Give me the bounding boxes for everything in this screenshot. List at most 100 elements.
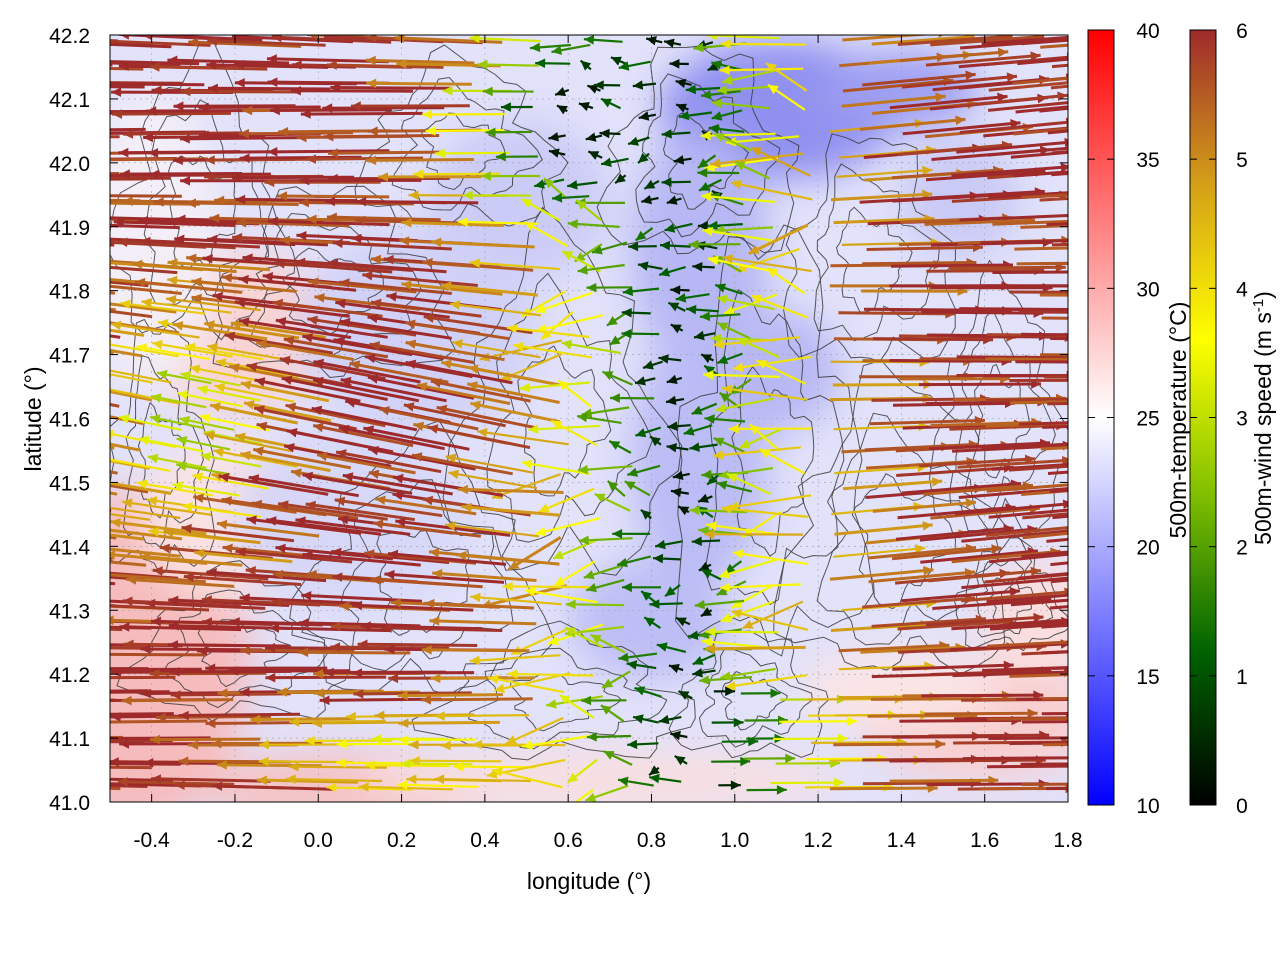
colorbar-tick-label: 25 bbox=[1136, 408, 1159, 431]
wind-vector bbox=[0, 571, 115, 583]
wind-vector-shaft bbox=[312, 723, 411, 724]
wind-vector-head bbox=[1069, 573, 1079, 583]
wind-vector-shaft bbox=[199, 107, 321, 108]
wind-vector-head bbox=[96, 454, 107, 463]
wind-vector-shaft bbox=[981, 788, 1095, 789]
wind-vector-shaft bbox=[356, 202, 478, 203]
wind-vector-head bbox=[1133, 331, 1143, 341]
wind-vector-head bbox=[12, 356, 23, 365]
wind-vector-head bbox=[51, 318, 62, 327]
wind-vector-head bbox=[39, 552, 49, 562]
wind-vector-shaft bbox=[217, 765, 322, 766]
wind-vector-shaft bbox=[980, 309, 1102, 310]
wind-vector-shaft bbox=[328, 152, 441, 153]
wind-vector-head bbox=[1129, 308, 1139, 318]
wind-vector-head bbox=[1154, 526, 1164, 536]
wind-vector-shaft bbox=[949, 267, 1065, 268]
wind-vector-shaft bbox=[0, 576, 115, 584]
wind-vector-head bbox=[86, 757, 96, 767]
x-tick-label: 1.8 bbox=[1053, 829, 1082, 852]
x-tick-label: 0.2 bbox=[387, 829, 416, 852]
wind-vector-shaft bbox=[180, 138, 302, 139]
y-tick-label: 41.7 bbox=[49, 345, 90, 368]
wind-vector-head bbox=[4, 622, 14, 632]
wind-vector-shaft bbox=[862, 263, 976, 264]
wind-vector bbox=[8, 317, 120, 337]
wind-vector-head bbox=[22, 711, 32, 721]
wind-vector-head bbox=[84, 128, 94, 138]
wind-vector-shaft bbox=[398, 695, 503, 696]
wind-vector-shaft bbox=[34, 766, 152, 767]
wind-vector-head bbox=[1158, 53, 1168, 63]
wind-vector-shaft bbox=[421, 699, 533, 700]
wind-vector-head bbox=[1119, 375, 1129, 385]
wind-vector-shaft bbox=[6, 786, 120, 789]
y-tick-label: 42.1 bbox=[49, 89, 90, 112]
x-axis-label: longitude (°) bbox=[527, 868, 651, 894]
wind-vector-shaft bbox=[833, 385, 933, 386]
wind-vector-head bbox=[1116, 242, 1126, 252]
wind-vector-shaft bbox=[1, 137, 120, 138]
wind-vector-shaft bbox=[291, 91, 413, 92]
wind-vector-head bbox=[80, 315, 91, 324]
wind-vector-head bbox=[35, 252, 45, 262]
wind-vector-head bbox=[0, 195, 10, 205]
wind-vector-shaft bbox=[0, 260, 109, 268]
wind-vector-shaft bbox=[0, 239, 114, 245]
y-tick-label: 42.2 bbox=[49, 25, 90, 48]
wind-vector-shaft bbox=[811, 742, 907, 743]
wind-vector-shaft bbox=[4, 700, 115, 701]
wind-vector-shaft bbox=[0, 62, 112, 65]
wind-vector-shaft bbox=[435, 715, 529, 716]
wind-vector-head bbox=[1066, 118, 1076, 128]
wind-vector-head bbox=[1075, 753, 1085, 763]
wind-vector-shaft bbox=[1021, 763, 1143, 764]
wind-vector-head bbox=[104, 616, 114, 626]
wind-vector-head bbox=[66, 191, 76, 201]
wind-vector-head bbox=[51, 774, 61, 784]
wind-vector-shaft bbox=[181, 92, 299, 93]
wind-vector-head bbox=[94, 155, 104, 165]
wind-vector-head bbox=[3, 169, 13, 179]
wind-vector-head bbox=[1122, 738, 1132, 748]
wind-vector-head bbox=[26, 664, 36, 674]
wind-vector-shaft bbox=[9, 85, 121, 86]
wind-vector-shaft bbox=[833, 744, 945, 745]
wind-vector-head bbox=[0, 31, 7, 41]
wind-vector-shaft bbox=[150, 739, 260, 740]
wind-vector-shaft bbox=[830, 788, 938, 789]
colorbar-tick-label: 6 bbox=[1236, 20, 1248, 43]
wind-vector-head bbox=[1146, 739, 1156, 749]
wind-vector-shaft bbox=[891, 265, 1013, 266]
wind-vector-head bbox=[1146, 189, 1156, 199]
wind-vector-head bbox=[560, 804, 571, 814]
wind-vector-head bbox=[0, 571, 6, 581]
wind-vector-shaft bbox=[1021, 334, 1143, 335]
wind-vector-head bbox=[1160, 162, 1170, 172]
wind-vector-shaft bbox=[1022, 721, 1144, 722]
wind-vector-head bbox=[1144, 258, 1154, 268]
wind-vector-shaft bbox=[873, 339, 993, 340]
wind-vector-head bbox=[0, 491, 10, 500]
colorbar-tick-label: 2 bbox=[1236, 537, 1248, 560]
wind-vector-head bbox=[26, 567, 36, 577]
wind-vector-head bbox=[93, 36, 103, 46]
wind-vector-head bbox=[60, 640, 70, 650]
wind-vector-head bbox=[1069, 35, 1079, 45]
wind-vector-shaft bbox=[987, 718, 1102, 719]
colorbar-tick-label: 5 bbox=[1236, 149, 1248, 172]
wind-vector-head bbox=[2, 640, 12, 650]
wind-vector-head bbox=[63, 78, 73, 88]
wind-vector-head bbox=[28, 107, 38, 117]
wind-vector-shaft bbox=[773, 739, 848, 740]
wind-vector-head bbox=[1126, 563, 1136, 573]
colorbar-tick-label: 1 bbox=[1236, 666, 1248, 689]
wind-vector-head bbox=[30, 213, 40, 223]
y-tick-label: 42.0 bbox=[49, 153, 90, 176]
wind-vector-head bbox=[1146, 693, 1156, 703]
wind-vector-head bbox=[48, 688, 58, 698]
wind-vector-head bbox=[82, 79, 92, 89]
wind-vector-head bbox=[1160, 139, 1170, 149]
wind-vector-head bbox=[1119, 612, 1129, 622]
